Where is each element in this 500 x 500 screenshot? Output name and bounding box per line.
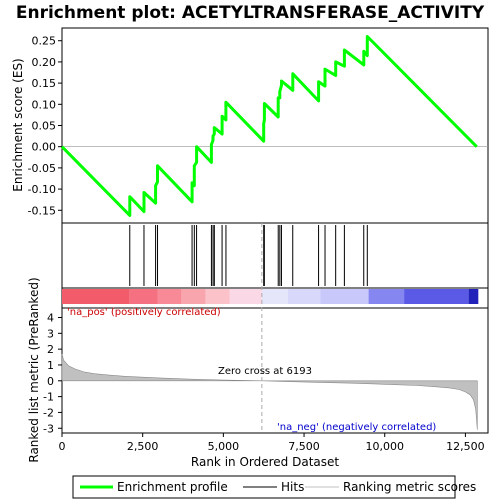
metric-y-tick-label: 4 xyxy=(47,311,54,324)
colorbar-segment xyxy=(287,289,321,304)
es-y-tick-label: 0.10 xyxy=(32,98,57,111)
es-y-tick-label: -0.10 xyxy=(28,183,56,196)
negative-correlation-label: 'na_neg' (negatively correlated) xyxy=(277,422,436,433)
metric-y-tick-label: 3 xyxy=(47,327,54,340)
es-y-tick-label: 0.25 xyxy=(32,35,57,48)
colorbar-segment xyxy=(261,289,288,304)
metric-y-tick-label: 0 xyxy=(47,375,54,388)
colorbar-segment xyxy=(62,289,130,304)
hits-panel-frame xyxy=(61,222,489,289)
es-y-tick-label: 0.20 xyxy=(32,56,57,69)
es-y-tick-label: 0.15 xyxy=(32,77,57,90)
es-y-tick-label: -0.15 xyxy=(28,204,56,217)
colorbar-segment xyxy=(129,289,158,304)
chart-title: Enrichment plot: ACETYLTRANSFERASE_ACTIV… xyxy=(16,3,485,23)
colorbar-segment xyxy=(229,289,262,304)
colorbar-segment xyxy=(157,289,182,304)
es-y-axis: -0.15 -0.10 -0.05 0.00 0.05 0.10 0.15 0.20 0.25 xyxy=(28,35,62,217)
metric-y-tick-label: -2 xyxy=(43,406,54,419)
ranking-metric-area xyxy=(61,223,478,433)
colorbar-segment xyxy=(205,289,230,304)
metric-y-tick-label: 2 xyxy=(47,343,54,356)
colorbar-segment xyxy=(404,289,469,304)
x-axis-title: Rank in Ordered Dataset xyxy=(191,455,339,469)
zero-cross-label: Zero cross at 6193 xyxy=(218,366,312,377)
colorbar-segment xyxy=(468,289,479,304)
metric-y-axis-title: Ranked list metric (PreRanked) xyxy=(27,277,41,462)
rank-colorbar xyxy=(62,289,479,304)
metric-y-axis: -3 -2 -1 0 1 2 3 4 xyxy=(43,311,62,435)
x-tick-label: 5,000 xyxy=(208,440,240,453)
positive-correlation-label: 'na_pos' (positively correlated) xyxy=(67,307,221,318)
colorbar-segment xyxy=(320,289,369,304)
colorbar-segment xyxy=(181,289,206,304)
es-y-tick-label: 0.05 xyxy=(32,120,57,133)
es-y-tick-label: -0.05 xyxy=(28,162,56,175)
x-tick-label: 12,500 xyxy=(446,440,485,453)
x-tick-label: 7,500 xyxy=(288,440,320,453)
x-tick-label: 10,000 xyxy=(365,440,404,453)
colorbar-segment xyxy=(368,289,405,304)
enrichment-profile-series xyxy=(60,35,478,217)
es-y-tick-label: 0.00 xyxy=(32,141,57,154)
metric-y-tick-label: 1 xyxy=(47,359,54,372)
x-axis: 0 2,500 5,000 7,500 10,000 12,500 xyxy=(59,433,485,453)
x-tick-label: 2,500 xyxy=(127,440,159,453)
legend-hits-label: Hits xyxy=(281,480,304,494)
es-y-axis-title: Enrichment score (ES) xyxy=(11,58,25,191)
hits-ticks xyxy=(129,225,368,286)
es-panel-frame xyxy=(61,27,489,224)
x-tick-label: 0 xyxy=(59,440,66,453)
legend-enrichment-profile-label: Enrichment profile xyxy=(117,480,228,494)
metric-y-tick-label: -3 xyxy=(43,422,54,435)
ranking-metric-fill xyxy=(61,353,478,430)
enrichment-profile-line xyxy=(60,35,478,217)
legend-ranking-metric-label: Ranking metric scores xyxy=(343,480,476,494)
metric-y-tick-label: -1 xyxy=(43,391,54,404)
